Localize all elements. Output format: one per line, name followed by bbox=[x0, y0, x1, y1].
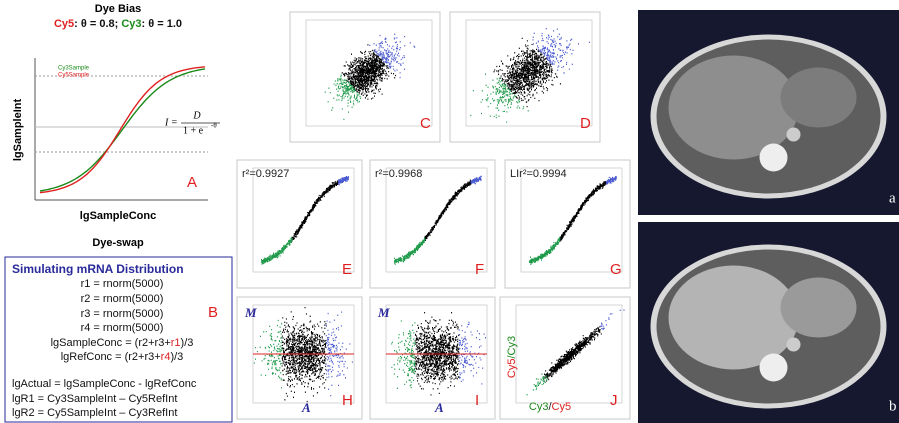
dye-bias-title: Dye Bias bbox=[95, 3, 141, 15]
legend-entry: Cy3Sample bbox=[58, 66, 90, 72]
text-part: Cy5 bbox=[54, 18, 74, 30]
ct-image: a bbox=[638, 10, 899, 215]
legend-entry: Cy5Sample bbox=[58, 73, 90, 79]
text-part: r3 = rnorm(5000) bbox=[81, 308, 164, 320]
scatter-panel: Fr²=0.9968 bbox=[370, 160, 495, 288]
liver bbox=[669, 266, 799, 370]
text-part: r2 = rnorm(5000) bbox=[81, 293, 164, 305]
panel-label: I bbox=[475, 392, 479, 409]
aorta bbox=[787, 128, 801, 142]
code-line: r1 = rnorm(5000) bbox=[81, 278, 164, 290]
code-line: lgSampleConc = (r2+r3+r1)/3 bbox=[51, 337, 194, 349]
green-curve bbox=[40, 69, 205, 191]
dye-bias-subtitle: Cy5: θ = 0.8; Cy3: θ = 1.0 bbox=[54, 18, 182, 30]
j-y-label: Cy5/Cy3 bbox=[506, 336, 518, 378]
ct-image: b bbox=[638, 222, 899, 423]
r-squared: LIr²=0.9994 bbox=[510, 168, 567, 180]
code-line: lgR2 = Cy5SampleInt – Cy3RefInt bbox=[12, 407, 177, 419]
panel-label: D bbox=[580, 115, 591, 132]
text-part: lgR2 = Cy5SampleInt – Cy3RefInt bbox=[12, 407, 177, 419]
formula-exponent: -θ bbox=[211, 122, 217, 130]
y-axis-label: lgSampleInt bbox=[12, 98, 24, 161]
ct-images: ab bbox=[638, 10, 899, 423]
code-line: r2 = rnorm(5000) bbox=[81, 293, 164, 305]
code-title: Simulating mRNA Distribution bbox=[12, 262, 184, 276]
image-label: b bbox=[889, 398, 897, 414]
text-part: lgR1 = Cy3SampleInt – Cy5RefInt bbox=[12, 393, 177, 405]
code-line: r4 = rnorm(5000) bbox=[81, 322, 164, 334]
text-part: Cy3 bbox=[529, 401, 549, 413]
r-squared: r²=0.9968 bbox=[375, 168, 422, 180]
text-part: Cy5 bbox=[506, 359, 518, 379]
m-axis-label: M bbox=[244, 305, 257, 320]
text-part: )/3 bbox=[170, 351, 183, 363]
panel-label: F bbox=[475, 261, 484, 278]
code-line: r3 = rnorm(5000) bbox=[81, 308, 164, 320]
vertebra bbox=[760, 354, 788, 382]
scatter-panel: C bbox=[290, 12, 440, 142]
text-part: r4 bbox=[161, 351, 171, 363]
scatter-panel: I M A bbox=[370, 297, 495, 419]
aorta bbox=[787, 338, 801, 352]
text-part: : θ = 1.0 bbox=[142, 18, 183, 30]
panel-label: H bbox=[342, 392, 353, 409]
figure: Dye Bias Cy5: θ = 0.8; Cy3: θ = 1.0 lgSa… bbox=[0, 0, 899, 423]
text-part: lgRefConc = (r2+r3+ bbox=[61, 351, 161, 363]
stomach bbox=[781, 68, 857, 128]
m-axis-label: M bbox=[377, 305, 390, 320]
text-part: r4 = rnorm(5000) bbox=[81, 322, 164, 334]
code-line: lgRefConc = (r2+r3+r4)/3 bbox=[61, 351, 184, 363]
image-label: a bbox=[889, 190, 896, 206]
scatter-panel: Er²=0.9927 bbox=[237, 160, 362, 288]
text-part: lgSampleConc = (r2+r3+ bbox=[51, 337, 171, 349]
j-x-label: Cy3/Cy5 bbox=[529, 401, 571, 413]
scatter-panel: D bbox=[450, 12, 600, 142]
panel-label: G bbox=[610, 261, 622, 278]
panel-label: E bbox=[342, 261, 352, 278]
dye-swap-title: Dye-swap bbox=[92, 237, 144, 249]
text-part: lgActual = lgSampleConc - lgRefConc bbox=[12, 378, 197, 390]
code-line: lgR1 = Cy3SampleInt – Cy5RefInt bbox=[12, 393, 177, 405]
panel-label: A bbox=[187, 174, 197, 191]
panel-label: J bbox=[610, 392, 618, 409]
x-axis-label: lgSampleConc bbox=[80, 210, 156, 222]
text-part: : θ = 0.8; bbox=[74, 18, 121, 30]
text-part: Cy5 bbox=[552, 401, 572, 413]
code-line: lgActual = lgSampleConc - lgRefConc bbox=[12, 378, 197, 390]
panel-label: C bbox=[420, 115, 431, 132]
a-axis-label: A bbox=[434, 400, 444, 415]
text-part: Cy3 bbox=[121, 18, 141, 30]
scatter-panel: H M A bbox=[237, 297, 362, 419]
formula-numerator: D bbox=[192, 110, 201, 121]
scatter-panel: J Cy5/Cy3 Cy3/Cy5 bbox=[500, 297, 630, 419]
text-part: )/3 bbox=[181, 337, 194, 349]
a-axis-label: A bbox=[301, 400, 311, 415]
liver bbox=[669, 56, 799, 160]
formula-denominator: 1 + e bbox=[183, 125, 204, 136]
vertebra bbox=[760, 144, 788, 172]
scatter-panel: G LIr²=0.9994 bbox=[505, 160, 630, 288]
panel-label: B bbox=[208, 304, 218, 321]
formula-lhs: I = bbox=[164, 117, 178, 128]
text-part: /Cy3 bbox=[506, 336, 518, 359]
r-squared: r²=0.9927 bbox=[242, 168, 289, 180]
stomach bbox=[781, 278, 857, 338]
text-part: r1 = rnorm(5000) bbox=[81, 278, 164, 290]
text-part: r1 bbox=[171, 337, 181, 349]
